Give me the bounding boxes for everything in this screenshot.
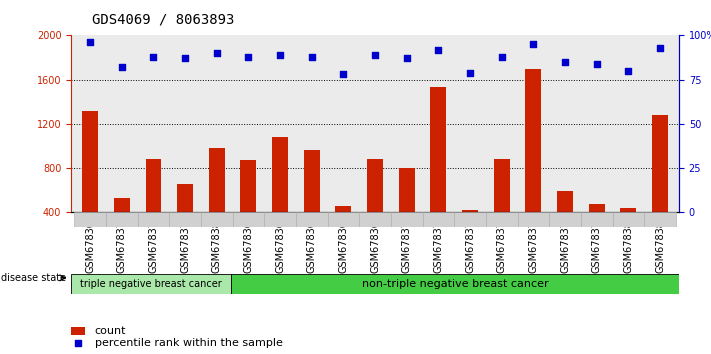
Bar	[549, 212, 581, 227]
Bar	[644, 212, 676, 227]
Bar	[74, 212, 106, 227]
Bar	[462, 210, 478, 212]
Bar	[304, 150, 320, 212]
Bar	[272, 137, 288, 212]
Bar	[328, 212, 359, 227]
Bar	[430, 87, 447, 212]
Point	[306, 54, 317, 59]
Point	[464, 70, 476, 75]
Bar	[367, 159, 383, 212]
Bar	[454, 212, 486, 227]
Bar	[106, 212, 138, 227]
Bar	[359, 212, 391, 227]
Bar	[146, 159, 161, 212]
Bar	[71, 274, 231, 294]
Point	[591, 61, 602, 67]
Bar	[209, 148, 225, 212]
Bar	[114, 198, 129, 212]
Bar	[422, 212, 454, 227]
Bar	[169, 212, 201, 227]
Point	[401, 56, 412, 61]
Point	[433, 47, 444, 52]
Text: count: count	[95, 326, 126, 336]
Point	[370, 52, 381, 58]
Bar	[391, 212, 422, 227]
Bar	[177, 184, 193, 212]
Text: disease state: disease state	[1, 273, 67, 283]
Bar	[232, 212, 264, 227]
Point	[623, 68, 634, 74]
Point	[274, 52, 286, 58]
Bar	[201, 212, 232, 227]
Bar	[589, 204, 604, 212]
Point	[148, 54, 159, 59]
Text: GDS4069 / 8063893: GDS4069 / 8063893	[92, 12, 235, 27]
Bar	[652, 115, 668, 212]
Point	[73, 341, 84, 346]
Bar	[138, 212, 169, 227]
Point	[116, 64, 127, 70]
Point	[242, 54, 254, 59]
Point	[528, 41, 539, 47]
Point	[560, 59, 571, 65]
Text: percentile rank within the sample: percentile rank within the sample	[95, 338, 282, 348]
Point	[179, 56, 191, 61]
Bar	[231, 274, 679, 294]
Bar	[486, 212, 518, 227]
Bar	[581, 212, 612, 227]
Point	[338, 72, 349, 77]
Point	[654, 45, 665, 51]
Point	[211, 50, 223, 56]
Point	[496, 54, 508, 59]
Bar	[612, 212, 644, 227]
Bar	[493, 159, 510, 212]
Bar	[525, 69, 541, 212]
Bar	[71, 326, 85, 335]
Bar	[264, 212, 296, 227]
Bar	[336, 206, 351, 212]
Bar	[399, 168, 415, 212]
Text: triple negative breast cancer: triple negative breast cancer	[80, 279, 222, 289]
Bar	[240, 160, 257, 212]
Bar	[621, 208, 636, 212]
Bar	[557, 192, 573, 212]
Point	[85, 40, 96, 45]
Bar	[518, 212, 549, 227]
Text: non-triple negative breast cancer: non-triple negative breast cancer	[362, 279, 548, 289]
Bar	[296, 212, 328, 227]
Bar	[82, 110, 98, 212]
